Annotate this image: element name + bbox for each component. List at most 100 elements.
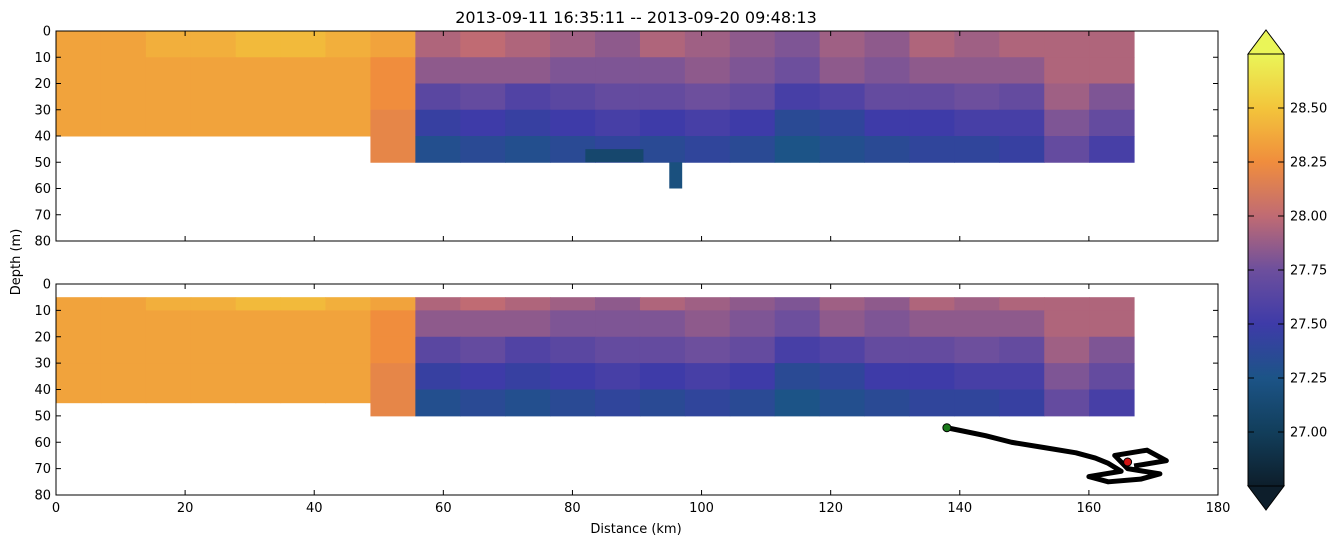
heatmap-cell [819, 136, 866, 163]
heatmap-cell [370, 136, 416, 163]
heatmap-cell [909, 109, 955, 137]
heatmap-cell [145, 297, 192, 311]
x-tick-label: 40 [306, 501, 323, 516]
colorbar-tick-label: 27.75 [1290, 264, 1327, 279]
y-axis-label: Depth (m) [9, 229, 24, 296]
heatmap-cell [954, 336, 1000, 364]
y-axis: 0 10 20 30 40 50 60 70 80 [34, 25, 1218, 250]
heatmap-cell [774, 310, 821, 338]
heatmap-cell [505, 336, 551, 364]
heatmap-cell [460, 363, 506, 390]
heatmap-cell [280, 310, 327, 338]
y-tick-label: 80 [34, 489, 51, 504]
heatmap-cell [595, 363, 641, 390]
heatmap-cell [999, 57, 1045, 84]
x-tick-label: 100 [689, 501, 714, 516]
heatmap-cell [1089, 57, 1135, 84]
glider-track [946, 425, 1169, 485]
heatmap-cell [595, 389, 641, 417]
heatmap-cell [684, 363, 731, 390]
x-tick-label: 140 [947, 501, 972, 516]
heatmap-cell [235, 310, 282, 338]
heatmap-cell [145, 57, 192, 84]
heatmap-cell [774, 31, 821, 58]
heatmap-cell [100, 297, 147, 311]
heatmap-cell [1044, 336, 1090, 364]
heatmap-cell [56, 310, 102, 338]
x-tick-label: 180 [1206, 501, 1231, 516]
heatmap-cell [415, 389, 461, 417]
heatmap-cell [909, 389, 955, 417]
y-tick-label: 70 [34, 208, 51, 223]
heatmap-cell [505, 389, 551, 417]
heatmap-cell [819, 389, 866, 417]
heatmap-cell [729, 83, 776, 111]
heatmap-cell [999, 389, 1045, 417]
heatmap-cell [639, 297, 686, 311]
heatmap-cell [954, 297, 1000, 311]
heatmap-cell [639, 336, 686, 364]
heatmap-cell [235, 57, 282, 84]
heatmap-cell [100, 310, 147, 338]
heatmap-cell [550, 297, 596, 311]
heatmap-cell [415, 336, 461, 364]
heatmap-cell [325, 297, 371, 311]
heatmap-cell [56, 31, 102, 58]
y-tick-label: 10 [34, 51, 51, 66]
track-start-marker [942, 423, 952, 433]
heatmap-cell [100, 31, 147, 58]
y-tick-label: 20 [34, 330, 51, 345]
heatmap-cell [505, 57, 551, 84]
heatmap-cell [684, 389, 731, 417]
heatmap-cell [550, 310, 596, 338]
heatmap-cell [999, 297, 1045, 311]
top-panel: 0 10 20 30 40 50 60 70 80 [34, 25, 1219, 250]
heatmap-cell [639, 363, 686, 390]
heatmap-cell [595, 31, 641, 58]
heatmap-cell [595, 109, 641, 137]
heatmap-cell [639, 83, 686, 111]
heatmap-cell [280, 31, 327, 58]
heatmap-cell [909, 31, 955, 58]
heatmap-cell [415, 83, 461, 111]
heatmap-cell [56, 336, 102, 364]
heatmap-cell [460, 136, 506, 163]
heatmap-cell [819, 310, 866, 338]
heatmap-cell [684, 136, 731, 163]
heatmap-cell [819, 31, 866, 58]
y-tick-label: 30 [34, 103, 51, 118]
heatmap-cell [190, 363, 237, 390]
heatmap-cell [774, 83, 821, 111]
heatmap-cell [864, 310, 910, 338]
heatmap-cell [56, 297, 102, 311]
heatmap-cell [280, 297, 327, 311]
heatmap-cell [370, 310, 416, 338]
heatmap-cell [1044, 136, 1090, 163]
heatmap-cell [550, 336, 596, 364]
heatmap-cell [235, 363, 282, 390]
heatmap-cell [1089, 31, 1135, 58]
heatmap-cell [235, 109, 282, 137]
heatmap-cell [1044, 57, 1090, 84]
heatmap-cell [595, 336, 641, 364]
heatmap-cell [999, 310, 1045, 338]
heatmap-cell [729, 57, 776, 84]
heatmap-cell [460, 57, 506, 84]
x-tick-label: 20 [177, 501, 194, 516]
heatmap-cell [1089, 363, 1135, 390]
heatmap-cell [235, 389, 282, 404]
heatmap-cell [460, 389, 506, 417]
heatmap-cell [729, 31, 776, 58]
track-end-marker [1123, 457, 1133, 467]
heatmap-cell [1089, 297, 1135, 311]
heatmap-cell [280, 363, 327, 390]
heatmap-cell [1089, 336, 1135, 364]
heatmap-cell [190, 297, 237, 311]
heatmap-cell [909, 297, 955, 311]
heatmap-cell [460, 83, 506, 111]
heatmap-cell [684, 297, 731, 311]
heatmap-cell [100, 57, 147, 84]
heatmap-cell [56, 109, 102, 137]
heatmap-cell [100, 83, 147, 111]
heatmap-cell [325, 310, 371, 338]
